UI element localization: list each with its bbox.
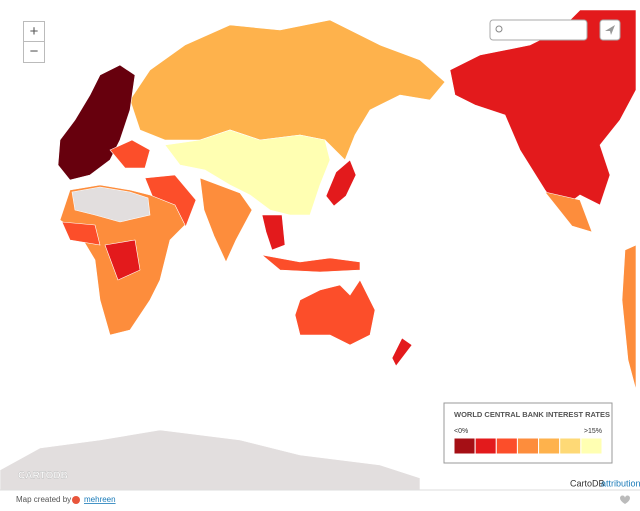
author-avatar xyxy=(72,496,80,504)
attribution-link[interactable]: attribution xyxy=(601,478,640,488)
australia xyxy=(294,279,376,346)
se-asia xyxy=(261,214,286,251)
zoom-out[interactable]: − xyxy=(23,41,45,63)
footer-author[interactable]: mehreen xyxy=(84,495,116,504)
search xyxy=(489,19,621,41)
india xyxy=(199,177,253,263)
eastern-europe xyxy=(109,139,151,169)
zoom-in[interactable]: + xyxy=(23,21,45,43)
north-africa xyxy=(71,186,151,223)
legend-swatch xyxy=(580,437,603,455)
watermark: CARTODB xyxy=(18,471,68,482)
search-box[interactable] xyxy=(489,19,588,41)
countries xyxy=(0,9,637,491)
legend-title: WORLD CENTRAL BANK INTEREST RATES xyxy=(454,410,610,419)
china xyxy=(164,129,331,216)
attribution-provider: CartoDB xyxy=(570,478,605,488)
legend-min-label: <0% xyxy=(454,428,468,435)
search-icon xyxy=(495,25,503,33)
legend-max-label: >15% xyxy=(584,428,602,435)
new-zealand xyxy=(391,337,413,367)
indonesia xyxy=(260,254,361,273)
japan xyxy=(325,159,357,207)
legend-swatch xyxy=(474,437,497,455)
legend-swatch xyxy=(495,437,518,455)
locate-icon xyxy=(605,25,615,35)
footer-text: Map created by xyxy=(16,495,71,504)
europe xyxy=(57,64,136,181)
west-africa xyxy=(61,221,101,246)
legend-swatch xyxy=(453,437,476,455)
mexico xyxy=(544,191,593,233)
legend-swatch xyxy=(559,437,582,455)
south-america xyxy=(621,244,637,391)
legend: WORLD CENTRAL BANK INTEREST RATES <0% >1… xyxy=(443,402,613,464)
central-africa xyxy=(104,239,141,281)
legend-swatch xyxy=(516,437,540,455)
legend-swatch xyxy=(538,437,561,455)
like-icon[interactable] xyxy=(620,495,630,505)
